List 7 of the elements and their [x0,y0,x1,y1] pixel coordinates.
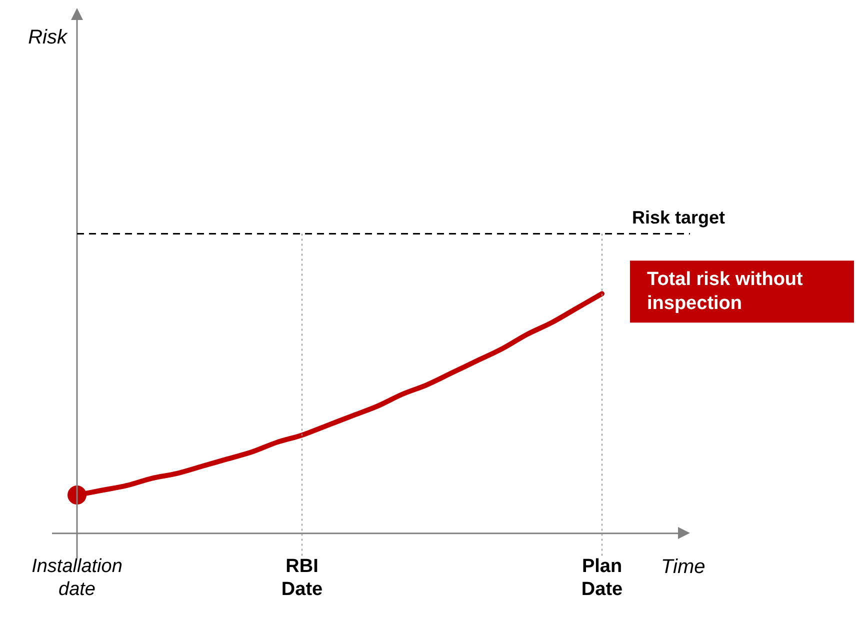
x-tick-label: Plan Date [581,556,623,600]
x-tick-label: Installation date [32,556,122,600]
ref-line-label: Risk target [632,208,726,228]
x-axis-title: Time [661,556,706,578]
text: Risk [28,26,68,49]
text: Total risk without inspection [647,268,804,314]
x-tick-label: RBI Date [281,556,323,600]
